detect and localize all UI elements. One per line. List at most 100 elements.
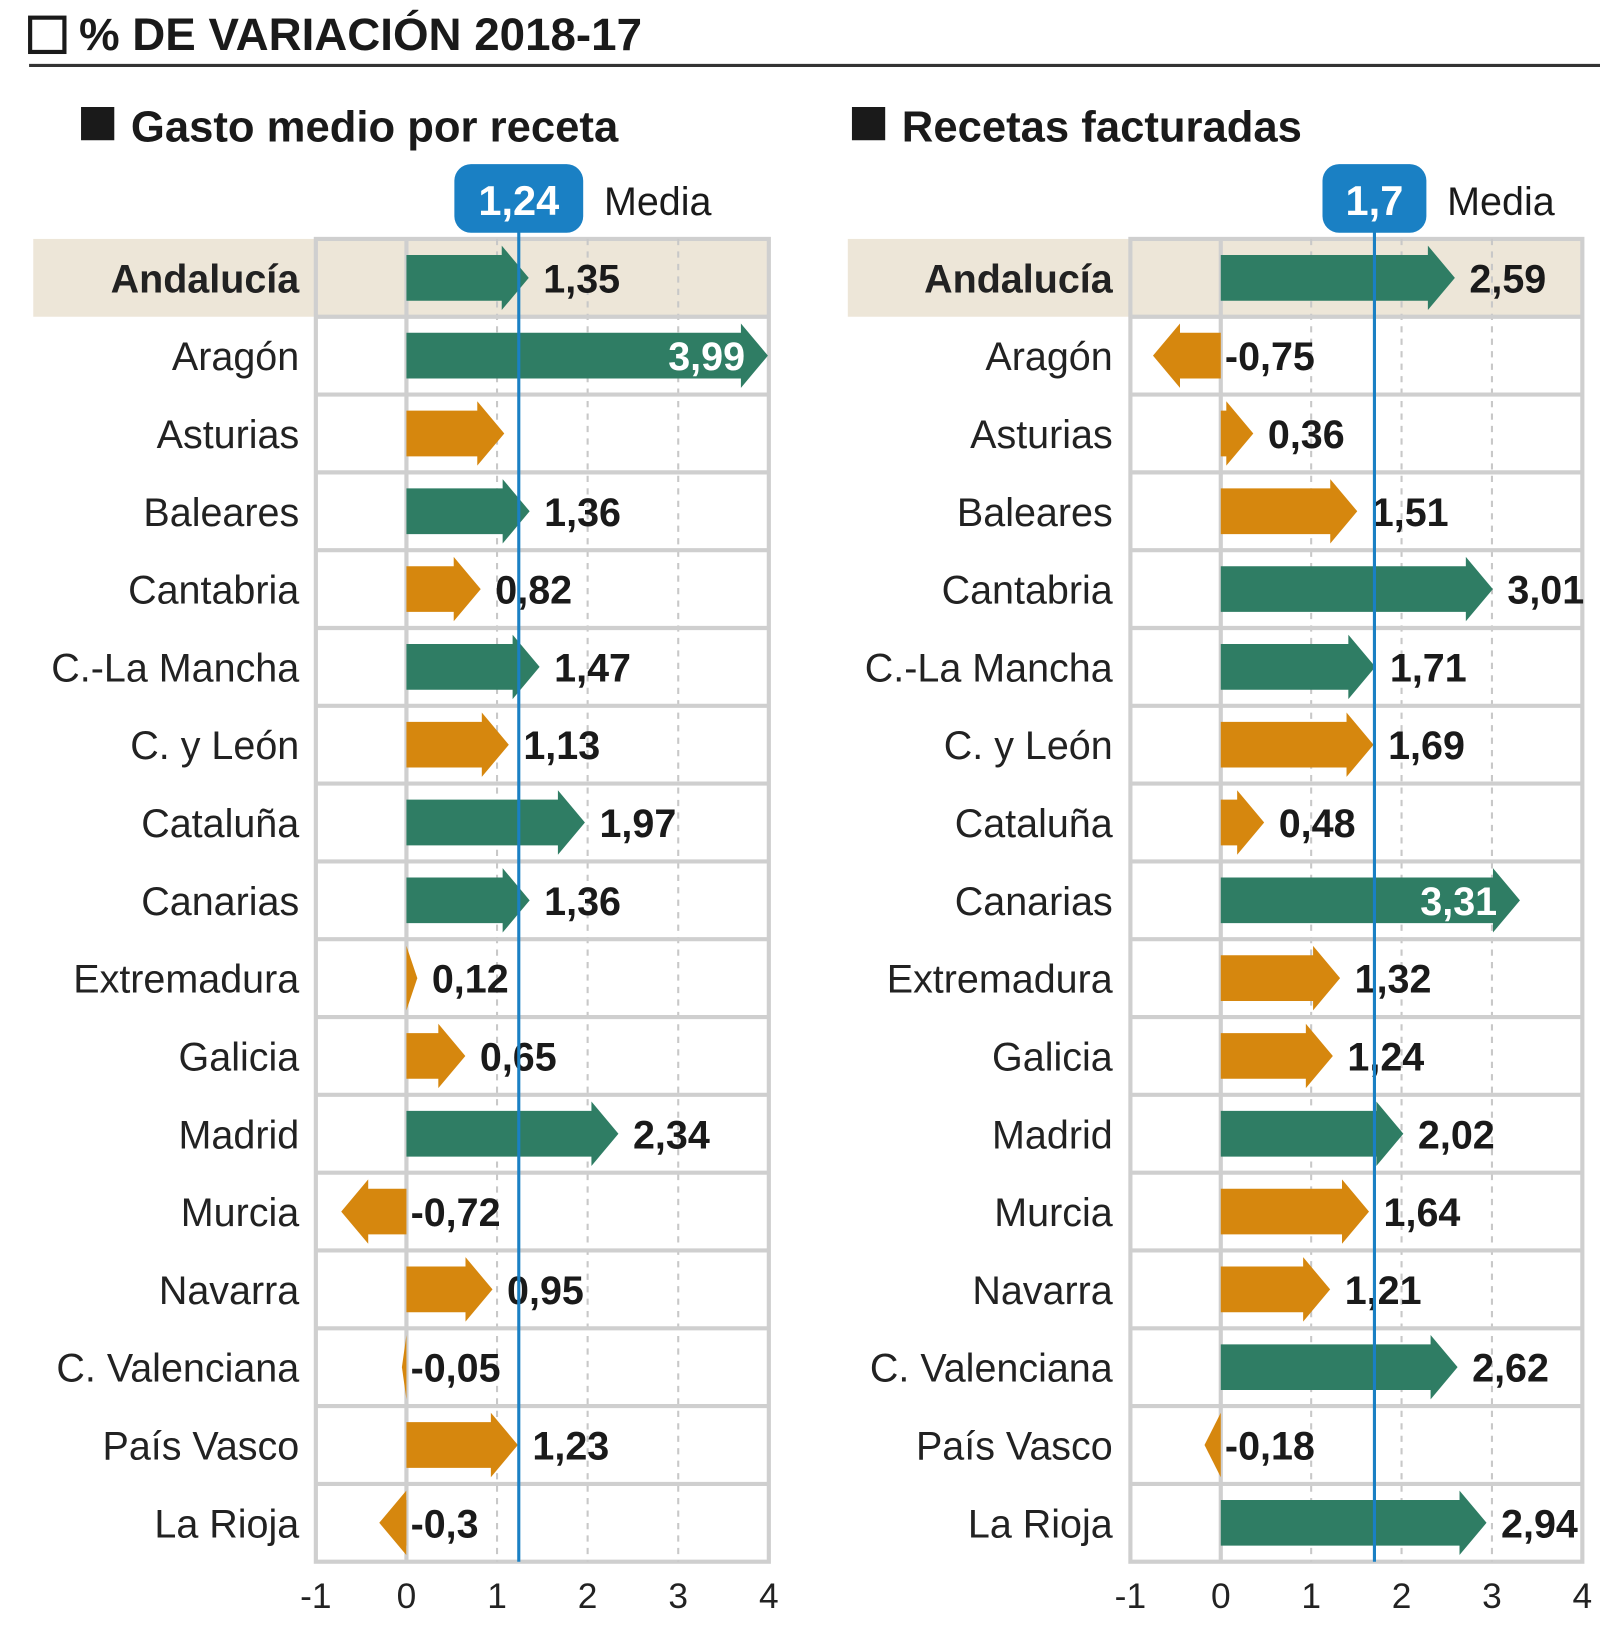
value-label: -0,18 bbox=[1225, 1425, 1315, 1469]
category-label: Andalucía bbox=[111, 257, 301, 301]
value-label: 2,62 bbox=[1472, 1347, 1549, 1391]
value-label: 1,36 bbox=[544, 880, 621, 924]
bar-arrow bbox=[406, 1412, 518, 1478]
subtitle-square-icon bbox=[81, 107, 115, 141]
value-label: 1,97 bbox=[599, 802, 676, 846]
category-label: Cataluña bbox=[955, 802, 1113, 846]
bar-arrow bbox=[401, 1334, 407, 1400]
category-label: Extremadura bbox=[73, 958, 299, 1002]
value-label: 0,82 bbox=[495, 569, 572, 613]
subtitle-square-icon bbox=[851, 107, 886, 141]
bar-arrow bbox=[1220, 1179, 1370, 1244]
x-tick-label: 1 bbox=[1301, 1577, 1321, 1616]
category-label: La Rioja bbox=[154, 1502, 299, 1546]
chart-title: % DE VARIACIÓN 2018-17 bbox=[79, 8, 642, 60]
category-label: Murcia bbox=[181, 1191, 299, 1235]
x-tick-label: 3 bbox=[668, 1577, 688, 1616]
mean-value: 1,24 bbox=[478, 177, 559, 224]
bar-arrow bbox=[1220, 1101, 1404, 1166]
bar-arrow bbox=[1220, 401, 1254, 466]
bar-arrow bbox=[406, 401, 505, 466]
value-label: -0,75 bbox=[1225, 335, 1315, 379]
bar-arrow bbox=[406, 634, 540, 700]
value-label: 1,21 bbox=[1345, 1269, 1422, 1313]
mean-value: 1,7 bbox=[1346, 177, 1404, 224]
highlight-row bbox=[847, 238, 1583, 317]
value-label: 3,99 bbox=[668, 335, 745, 379]
value-label: -0,3 bbox=[411, 1502, 479, 1546]
value-label: 1,35 bbox=[543, 257, 620, 301]
category-label: Extremadura bbox=[887, 958, 1113, 1002]
x-tick-label: 0 bbox=[397, 1577, 417, 1616]
bar-arrow bbox=[1220, 868, 1520, 933]
category-label: Aragón bbox=[172, 335, 299, 379]
bar-arrow bbox=[1220, 245, 1455, 311]
bar-arrow bbox=[1220, 712, 1374, 777]
x-tick-label: 0 bbox=[1211, 1577, 1231, 1616]
category-label: Andalucía bbox=[924, 257, 1114, 301]
category-label: C. y León bbox=[130, 724, 299, 768]
bar-arrow bbox=[379, 1490, 407, 1556]
x-tick-label: 4 bbox=[759, 1577, 779, 1616]
category-label: Asturias bbox=[970, 413, 1113, 457]
panel-subtitle: Recetas facturadas bbox=[902, 103, 1302, 151]
value-label: 1,69 bbox=[1388, 724, 1465, 768]
category-label: Galicia bbox=[992, 1035, 1113, 1079]
category-label: Navarra bbox=[972, 1269, 1112, 1313]
value-label: 2,02 bbox=[1418, 1113, 1495, 1157]
bar-arrow bbox=[406, 1101, 619, 1166]
category-label: Navarra bbox=[159, 1269, 299, 1313]
category-label: C.-La Mancha bbox=[51, 646, 299, 690]
category-label: Canarias bbox=[141, 880, 299, 924]
x-tick-label: -1 bbox=[300, 1577, 331, 1616]
bar-arrow bbox=[406, 556, 481, 622]
value-label: 2,34 bbox=[633, 1113, 710, 1157]
mean-badge bbox=[454, 164, 584, 233]
value-label: 1,36 bbox=[544, 491, 621, 535]
highlight-row bbox=[33, 238, 769, 317]
value-label: 1,51 bbox=[1372, 491, 1449, 535]
category-label: La Rioja bbox=[968, 1502, 1113, 1546]
bar-arrow bbox=[1220, 1334, 1458, 1400]
category-label: Madrid bbox=[179, 1113, 300, 1157]
category-label: C.-La Mancha bbox=[865, 646, 1113, 690]
panel-subtitle: Gasto medio por receta bbox=[131, 103, 619, 151]
x-tick-label: -1 bbox=[1115, 1577, 1146, 1616]
bar-arrow bbox=[1220, 790, 1265, 855]
category-label: Baleares bbox=[143, 491, 299, 535]
bar-arrow bbox=[406, 868, 530, 933]
bar-arrow bbox=[1220, 634, 1376, 700]
value-label: 0,36 bbox=[1268, 413, 1345, 457]
category-label: Canarias bbox=[955, 880, 1113, 924]
bar-arrow bbox=[406, 1023, 466, 1089]
value-label: 1,13 bbox=[523, 724, 600, 768]
x-tick-label: 3 bbox=[1482, 1577, 1502, 1616]
category-label: C. Valenciana bbox=[870, 1347, 1113, 1391]
mean-caption: Media bbox=[604, 180, 712, 224]
panel-2: Recetas facturadas Andalucía 2,59 Aragón -0,… bbox=[847, 103, 1592, 1616]
category-label: Asturias bbox=[157, 413, 300, 457]
value-label: -0,05 bbox=[411, 1347, 501, 1391]
bar-arrow bbox=[406, 245, 529, 311]
value-label: 2,59 bbox=[1469, 257, 1546, 301]
category-label: Aragón bbox=[985, 335, 1112, 379]
bar-arrow bbox=[341, 1179, 407, 1244]
mean-caption: Media bbox=[1447, 180, 1555, 224]
bar-arrow bbox=[406, 323, 768, 388]
category-label: País Vasco bbox=[916, 1425, 1113, 1469]
bar-arrow bbox=[406, 479, 530, 544]
category-label: C. Valenciana bbox=[56, 1347, 299, 1391]
value-label: -0,72 bbox=[411, 1191, 501, 1235]
bar-arrow bbox=[1220, 1490, 1487, 1556]
bar-arrow bbox=[406, 1257, 493, 1322]
category-label: Baleares bbox=[957, 491, 1113, 535]
plot-frame bbox=[313, 236, 771, 1564]
x-tick-label: 1 bbox=[487, 1577, 507, 1616]
category-label: Cataluña bbox=[141, 802, 299, 846]
bar-arrow bbox=[1220, 1023, 1333, 1089]
bar-arrow bbox=[1220, 479, 1358, 544]
value-label: 1,71 bbox=[1390, 646, 1467, 690]
x-tick-label: 2 bbox=[1392, 1577, 1412, 1616]
value-label: 3,01 bbox=[1507, 569, 1584, 613]
x-tick-label: 2 bbox=[578, 1577, 598, 1616]
